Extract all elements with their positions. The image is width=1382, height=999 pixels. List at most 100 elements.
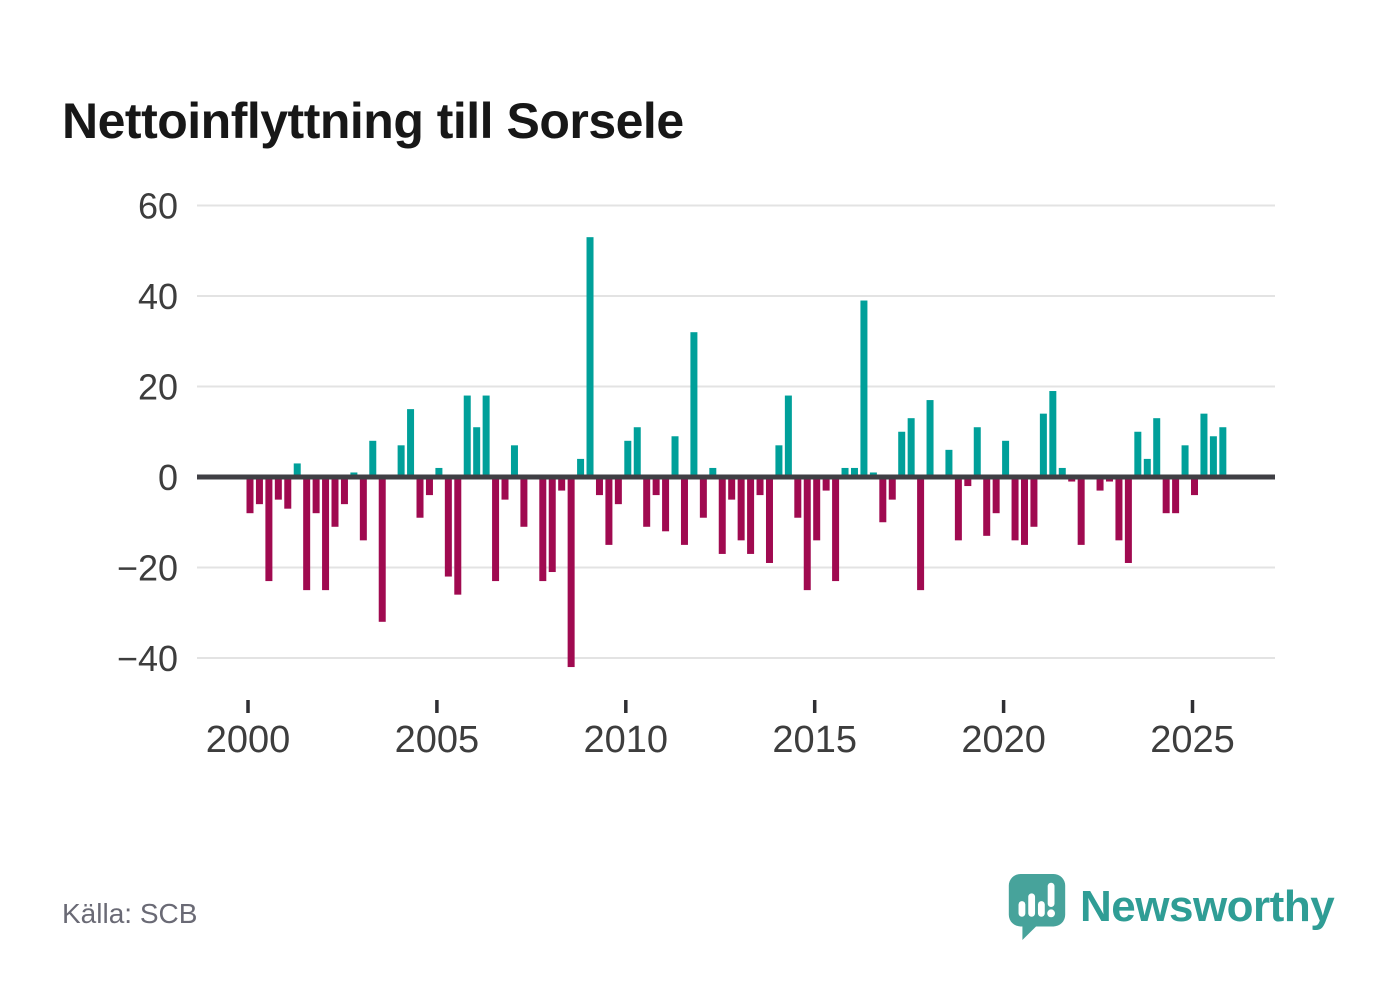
bar-2014Q2 <box>784 395 792 477</box>
x-axis-tick-label: 2010 <box>584 719 669 761</box>
x-axis-tick-label: 2005 <box>395 719 480 761</box>
bar-2006Q3 <box>492 477 500 582</box>
bar-2005Q2 <box>444 477 452 577</box>
bar-2004Q4 <box>425 477 433 496</box>
bar-2023Q4 <box>1143 458 1151 477</box>
bar-2001Q2 <box>293 463 301 478</box>
bar-2009Q4 <box>614 477 622 505</box>
bar-2015Q1 <box>813 477 821 541</box>
bar-2016Q2 <box>860 300 868 477</box>
logo-bar-3 <box>1037 901 1045 917</box>
bar-2023Q1 <box>1115 477 1123 541</box>
bar-2021Q3 <box>1058 467 1066 477</box>
bar-2024Q4 <box>1181 445 1189 477</box>
bar-2008Q4 <box>577 458 585 477</box>
bar-2019Q1 <box>964 477 972 487</box>
bar-2025Q2 <box>1200 413 1208 477</box>
bar-2009Q3 <box>605 477 613 545</box>
bar-2005Q4 <box>463 395 471 477</box>
bar-2020Q3 <box>1020 477 1028 545</box>
y-axis-tick-label: −20 <box>117 548 178 589</box>
y-axis-tick-label: −40 <box>117 638 178 679</box>
bar-2016Q4 <box>879 477 887 523</box>
bar-2017Q4 <box>917 477 925 591</box>
bar-2018Q4 <box>954 477 962 541</box>
bar-2013Q4 <box>765 477 773 563</box>
bar-2004Q2 <box>407 409 415 478</box>
y-axis-tick-label: 40 <box>138 276 178 317</box>
bar-2016Q1 <box>850 467 858 477</box>
bar-2007Q1 <box>510 445 518 477</box>
bar-2000Q4 <box>274 477 282 500</box>
bar-2006Q2 <box>482 395 490 477</box>
source-note: Källa: SCB <box>62 898 198 929</box>
bar-2003Q2 <box>369 440 377 477</box>
bar-2015Q2 <box>822 477 830 491</box>
bar-2006Q1 <box>473 427 481 478</box>
bar-2025Q3 <box>1209 436 1217 477</box>
bar-2018Q1 <box>926 400 934 477</box>
logo-bar-2 <box>1028 893 1036 917</box>
bar-2023Q3 <box>1134 431 1142 477</box>
bar-2024Q2 <box>1162 477 1170 514</box>
bar-2011Q4 <box>690 332 698 477</box>
bar-2019Q3 <box>983 477 991 536</box>
bar-2004Q3 <box>416 477 424 518</box>
x-axis-tick-label: 2000 <box>206 719 291 761</box>
x-axis-tick-label: 2025 <box>1150 719 1235 761</box>
newsworthy-branding: Newsworthy <box>1006 872 1335 942</box>
bar-2001Q1 <box>284 477 292 509</box>
bar-2010Q1 <box>624 440 632 477</box>
bar-2019Q2 <box>973 427 981 478</box>
bar-2002Q2 <box>331 477 339 527</box>
bar-2001Q3 <box>303 477 311 591</box>
bar-2012Q1 <box>699 477 707 518</box>
chart-title: Nettoinflyttning till Sorsele <box>62 92 684 149</box>
bar-2001Q4 <box>312 477 320 514</box>
bar-2002Q3 <box>340 477 348 505</box>
y-axis-tick-label: 60 <box>138 186 178 227</box>
bar-2015Q3 <box>832 477 840 582</box>
bar-2010Q2 <box>633 427 641 478</box>
bar-2015Q4 <box>841 467 849 477</box>
bar-2005Q1 <box>435 467 443 477</box>
bar-2021Q1 <box>1039 413 1047 477</box>
bar-2012Q2 <box>709 467 717 477</box>
bar-2024Q1 <box>1153 418 1161 478</box>
bar-2002Q1 <box>322 477 330 591</box>
bar-2004Q1 <box>397 445 405 477</box>
bar-2014Q4 <box>803 477 811 591</box>
bar-2000Q2 <box>255 477 263 505</box>
bar-2008Q2 <box>558 477 566 491</box>
bar-2009Q2 <box>595 477 603 496</box>
bar-2017Q2 <box>898 431 906 477</box>
bar-2014Q1 <box>775 445 783 477</box>
bar-2008Q3 <box>567 477 575 668</box>
bar-2007Q2 <box>520 477 528 527</box>
bar-2010Q3 <box>643 477 651 527</box>
bar-2000Q1 <box>246 477 254 514</box>
newsworthy-wordmark: Newsworthy <box>1080 882 1335 931</box>
bar-2017Q3 <box>907 418 915 478</box>
bar-2024Q3 <box>1172 477 1180 514</box>
bar-2003Q3 <box>378 477 386 622</box>
bar-2011Q2 <box>671 436 679 477</box>
bar-2020Q4 <box>1030 477 1038 527</box>
bar-2009Q1 <box>586 237 594 477</box>
bar-2017Q1 <box>888 477 896 500</box>
bar-2011Q1 <box>662 477 670 532</box>
x-axis-tick-label: 2015 <box>772 719 857 761</box>
bar-2005Q3 <box>454 477 462 595</box>
bar-2022Q1 <box>1077 477 1085 545</box>
logo-exclamation-dot <box>1047 909 1055 918</box>
bar-2012Q4 <box>728 477 736 500</box>
bar-2011Q3 <box>680 477 688 545</box>
bar-2018Q3 <box>945 449 953 477</box>
bar-2013Q2 <box>747 477 755 554</box>
bar-2006Q4 <box>501 477 509 500</box>
bar-2020Q1 <box>1002 440 1010 477</box>
y-axis-tick-label: 20 <box>138 367 178 408</box>
bar-2012Q3 <box>718 477 726 554</box>
x-axis-tick-label: 2020 <box>961 719 1046 761</box>
bar-2025Q4 <box>1219 427 1227 478</box>
